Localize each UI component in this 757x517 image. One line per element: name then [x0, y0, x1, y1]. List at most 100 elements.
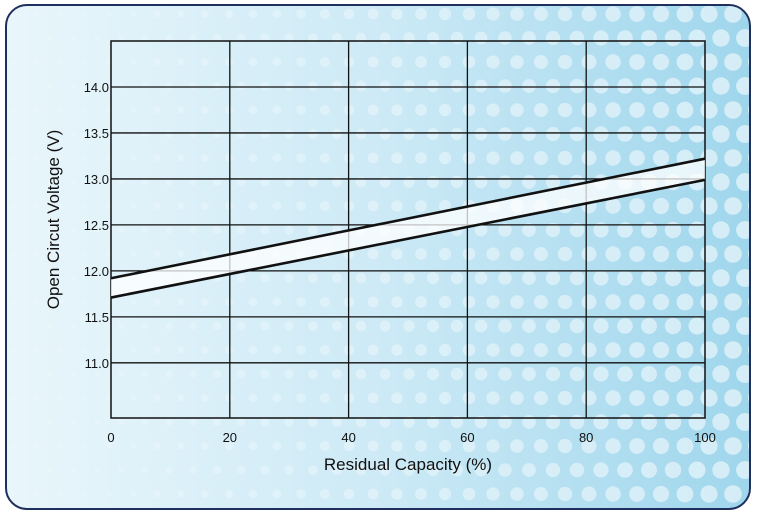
background-dot [272, 297, 282, 307]
background-dot [712, 461, 730, 479]
background-dot [629, 246, 645, 262]
background-dot [58, 347, 64, 353]
background-dot [141, 34, 149, 42]
background-dot [58, 59, 64, 65]
background-dot [641, 126, 657, 142]
background-dot [82, 443, 88, 449]
background-dot [106, 491, 112, 497]
background-dot [557, 294, 573, 310]
background-dot [58, 395, 64, 401]
background-dot [652, 485, 670, 503]
background-dot [510, 343, 524, 357]
background-dot [94, 467, 100, 473]
background-dot [391, 56, 403, 68]
background-dot [462, 7, 476, 21]
background-dot [165, 178, 173, 186]
background-dot [284, 465, 294, 475]
background-dot [94, 35, 100, 41]
background-dot [153, 346, 161, 354]
background-dot [581, 390, 597, 406]
background-dot [213, 466, 221, 474]
background-dot [296, 441, 306, 451]
series-line-lower [110, 178, 706, 299]
background-dot [379, 416, 391, 428]
background-dot [557, 150, 573, 166]
x-tick-label: 40 [341, 430, 355, 445]
background-dot [712, 365, 730, 383]
background-dot [177, 202, 185, 210]
background-dot [94, 83, 100, 89]
background-dot [403, 416, 415, 428]
background-dot [82, 155, 88, 161]
background-dot [129, 106, 137, 114]
background-dot [10, 251, 16, 257]
background-dot [34, 491, 40, 497]
background-dot [581, 438, 597, 454]
background-dot [545, 30, 561, 46]
background-dot [22, 227, 28, 233]
background-dot [581, 150, 597, 166]
background-dot [308, 417, 318, 427]
background-dot [58, 443, 64, 449]
background-dot [272, 201, 282, 211]
background-dot [736, 173, 749, 191]
background-dot [391, 104, 403, 116]
background-dot [545, 318, 561, 334]
background-dot [177, 298, 185, 306]
background-dot [581, 54, 597, 70]
background-dot [117, 418, 125, 426]
background-dot [712, 125, 730, 143]
background-dot [177, 394, 185, 402]
background-dot [688, 317, 706, 335]
background-dot [652, 437, 670, 455]
background-dot [486, 247, 500, 261]
background-dot [724, 6, 742, 23]
background-dot [308, 465, 318, 475]
background-dot [557, 390, 573, 406]
background-dot [652, 293, 670, 311]
background-dot [617, 78, 633, 94]
background-dot [177, 346, 185, 354]
background-dot [712, 317, 730, 335]
background-dot [510, 7, 524, 21]
background-dot [415, 56, 427, 68]
background-dot [272, 393, 282, 403]
background-dot [605, 150, 621, 166]
background-dot [605, 246, 621, 262]
background-dot [688, 77, 706, 95]
background-dot [438, 151, 452, 165]
background-dot [165, 34, 173, 42]
background-dot [450, 31, 464, 45]
background-dot [438, 247, 452, 261]
background-dot [415, 392, 427, 404]
y-tick-label: 14.0 [84, 80, 109, 95]
background-dot [367, 152, 379, 164]
background-dot [94, 419, 100, 425]
background-dot [629, 102, 645, 118]
background-dot [474, 79, 488, 93]
background-dot [331, 416, 343, 428]
background-dot [34, 11, 40, 17]
background-dot [688, 413, 706, 431]
background-dot [689, 510, 706, 511]
background-dot [177, 250, 185, 258]
x-tick-label: 20 [223, 430, 237, 445]
background-dot [641, 366, 657, 382]
background-dot [510, 103, 524, 117]
background-dot [165, 130, 173, 138]
background-dot [557, 6, 573, 22]
background-dot [296, 105, 306, 115]
background-dot [676, 293, 694, 311]
background-dot [605, 198, 621, 214]
background-dot [320, 153, 330, 163]
background-dot [46, 419, 52, 425]
background-dot [177, 154, 185, 162]
background-dot [700, 53, 718, 71]
background-dot [58, 299, 64, 305]
background-dot [70, 83, 76, 89]
background-dot [117, 466, 125, 474]
background-dot [117, 82, 125, 90]
background-dot [296, 393, 306, 403]
background-dot [522, 79, 536, 93]
background-dot [748, 153, 749, 163]
